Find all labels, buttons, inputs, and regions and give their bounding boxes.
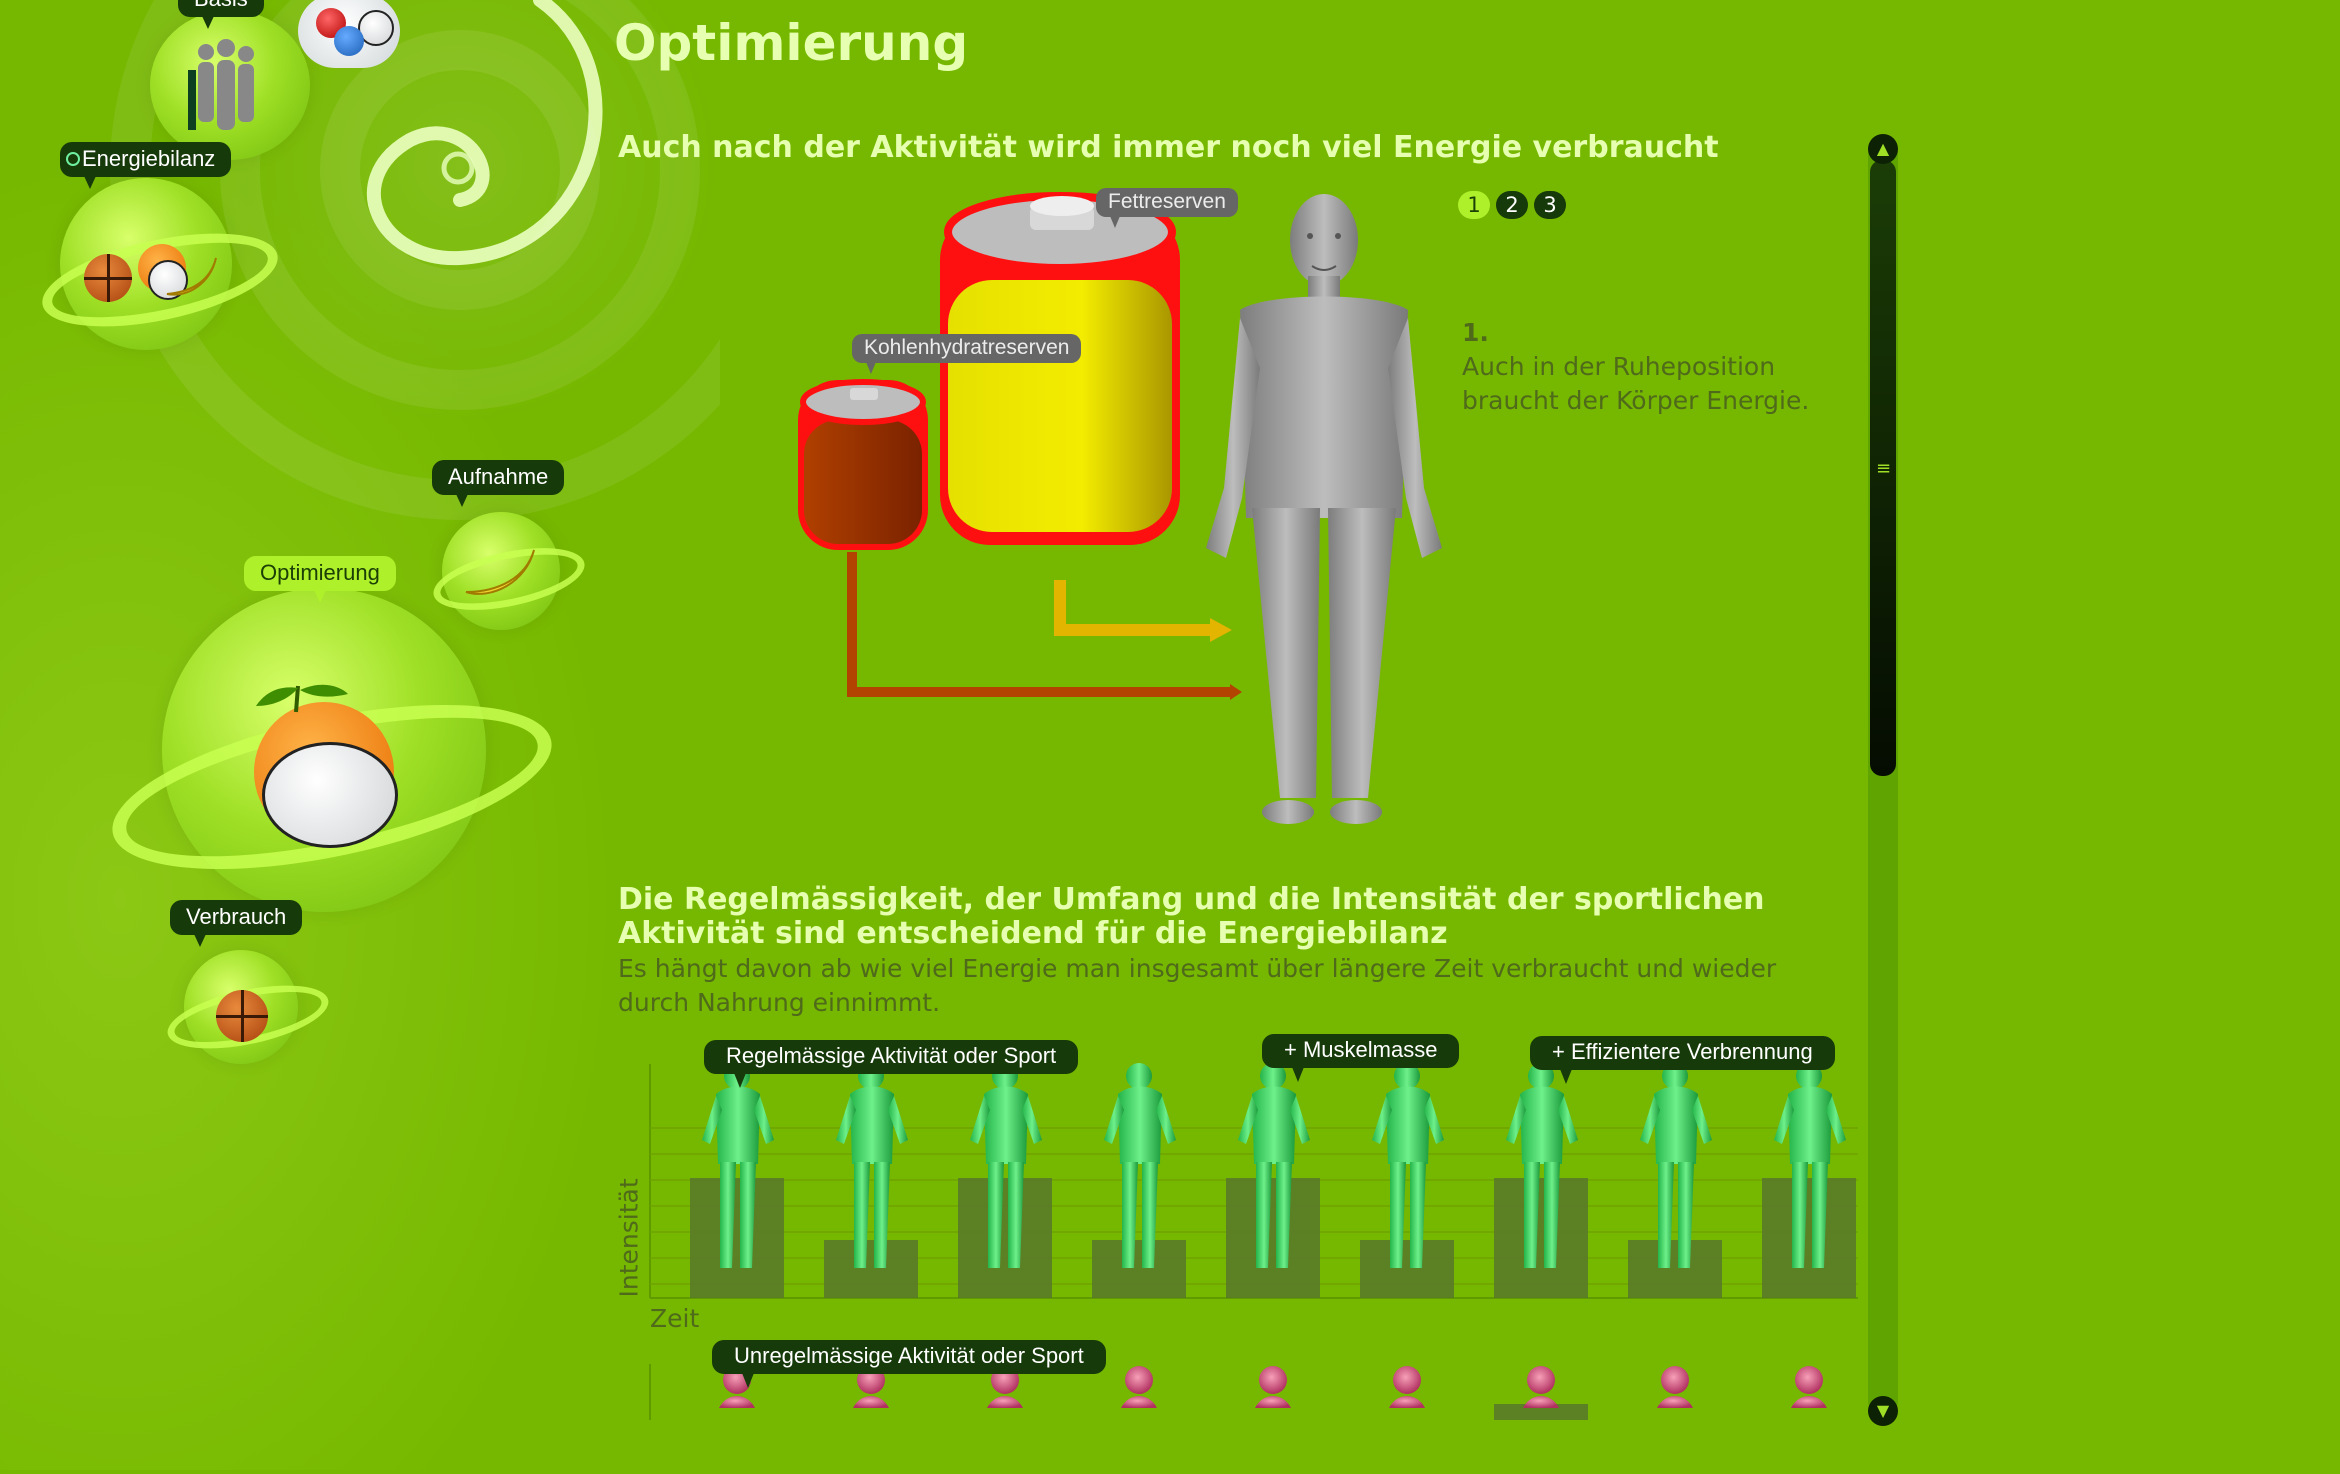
nav-label-energiebilanz[interactable]: Energiebilanz	[60, 142, 232, 189]
irregular-activity-tag: Unregelmässige Aktivität oder Sport	[712, 1340, 1106, 1388]
nav-label-optimierung[interactable]: Optimierung	[244, 556, 396, 603]
pager-page-2[interactable]: 2	[1496, 191, 1528, 219]
scroll-down-button[interactable]: ▼	[1868, 1396, 1898, 1426]
energy-batteries-diagram	[790, 180, 1250, 710]
nav-label-verbrauch[interactable]: Verbrauch	[170, 900, 303, 947]
section1-title: Auch nach der Aktivität wird immer noch …	[618, 130, 1719, 165]
people-group-icon	[186, 30, 266, 150]
x-axis-label: Zeit	[650, 1304, 700, 1333]
page-title: Optimierung	[614, 14, 969, 72]
fat-reserves-tag: Fettreserven	[1096, 188, 1238, 228]
muscle-mass-tag: + Muskelmasse	[1262, 1034, 1460, 1082]
grip-icon: ≡	[1876, 458, 1892, 479]
nav-planet-aufnahme[interactable]	[442, 512, 560, 630]
nav-label-energiebilanz-text: Energiebilanz	[82, 146, 216, 171]
efficient-burning-tag: + Effizientere Verbrennung	[1530, 1036, 1835, 1084]
radio-dot-icon	[66, 152, 80, 166]
step-text: Auch in der Ruheposition braucht der Kör…	[1462, 352, 1810, 415]
basketball-icon	[84, 254, 132, 302]
soccer-ball-icon	[358, 10, 394, 46]
y-axis-label: Intensität	[614, 1178, 644, 1298]
section2-title-line1: Die Regelmässigkeit, der Umfang und die …	[618, 882, 1765, 917]
scrollbar-thumb[interactable]: ≡	[1870, 160, 1896, 776]
scroll-up-button[interactable]: ▲	[1868, 134, 1898, 164]
nav-label-basis[interactable]: Basis	[178, 0, 264, 29]
section2-text: Es hängt davon ab wie viel Energie man i…	[618, 954, 1777, 1017]
regular-activity-tag: Regelmässige Aktivität oder Sport	[704, 1040, 1079, 1088]
step-number: 1.	[1462, 318, 1489, 347]
section2-title-line2: Aktivität sind entscheidend für die Ener…	[618, 916, 1448, 951]
nav-label-aufnahme[interactable]: Aufnahme	[432, 460, 565, 507]
soccer-ball-icon	[262, 742, 398, 848]
banana-icon	[460, 544, 540, 604]
leaf-icon	[252, 676, 352, 716]
pager-page-1[interactable]: 1	[1458, 191, 1490, 219]
basketball-icon	[216, 990, 268, 1042]
pager-page-3[interactable]: 3	[1534, 191, 1566, 219]
human-body-figure	[1196, 188, 1452, 828]
banana-icon	[162, 252, 222, 302]
carb-reserves-tag: Kohlenhydratreserven	[852, 334, 1082, 374]
activity-chart	[612, 1040, 1862, 1422]
earth-icon	[334, 26, 364, 56]
